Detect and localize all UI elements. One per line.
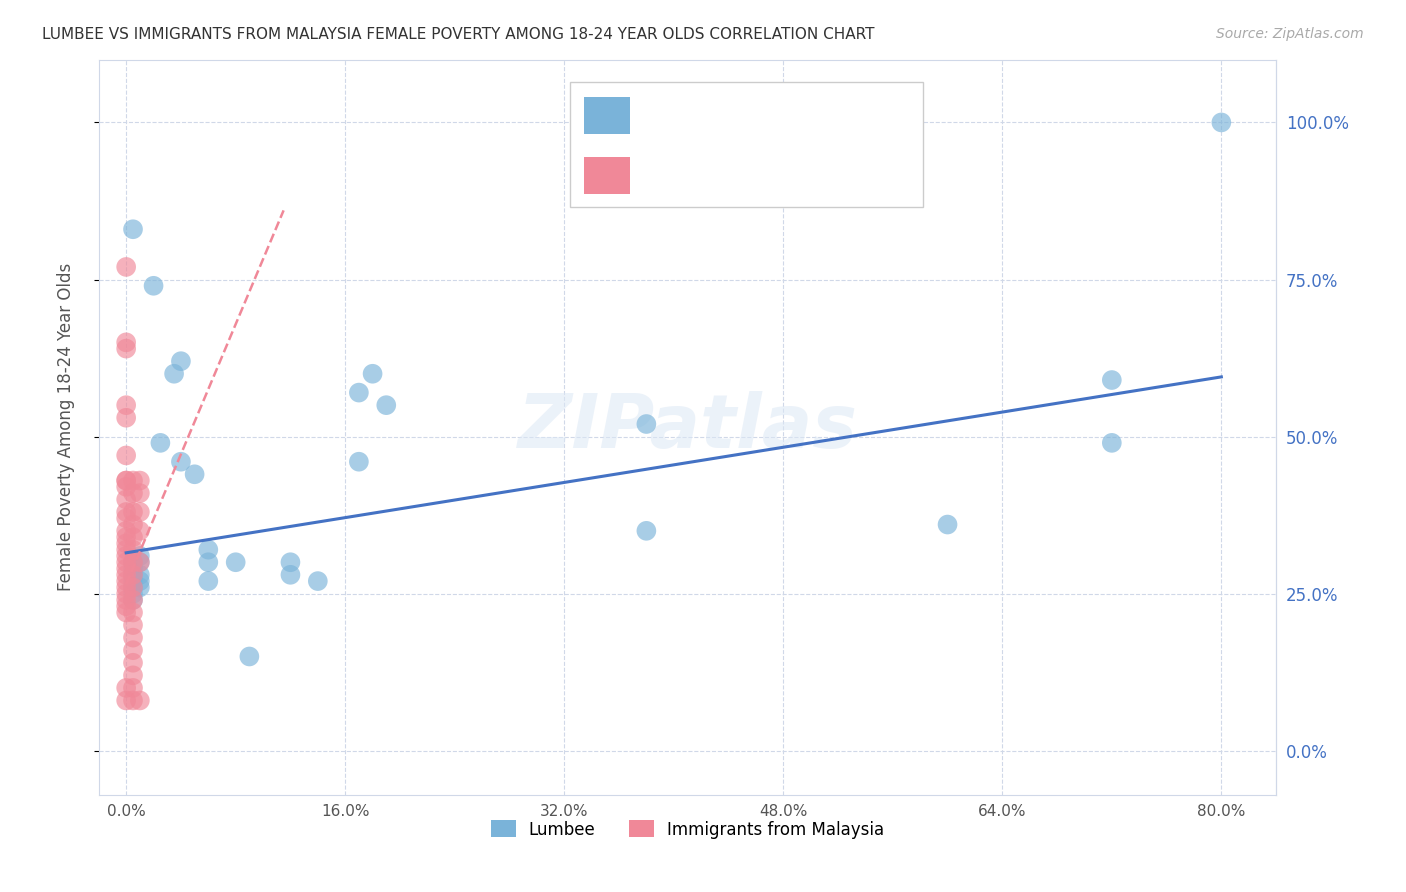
Point — [122, 574, 145, 588]
Point — [115, 505, 138, 519]
Point — [361, 367, 384, 381]
Point — [115, 480, 138, 494]
Text: ZIPatlas: ZIPatlas — [517, 391, 858, 464]
Point — [128, 574, 150, 588]
Point — [347, 385, 370, 400]
Point — [347, 455, 370, 469]
Point — [128, 524, 150, 538]
Point — [280, 567, 302, 582]
Point — [183, 467, 205, 482]
Point — [115, 567, 138, 582]
Point — [122, 681, 145, 695]
Point — [115, 587, 138, 601]
Point — [1101, 373, 1123, 387]
Point — [128, 580, 150, 594]
Point — [115, 599, 138, 614]
Point — [122, 693, 145, 707]
Point — [128, 486, 150, 500]
Point — [122, 505, 145, 519]
Y-axis label: Female Poverty Among 18-24 Year Olds: Female Poverty Among 18-24 Year Olds — [58, 263, 75, 591]
Point — [307, 574, 329, 588]
Point — [128, 693, 150, 707]
Point — [122, 222, 145, 236]
Point — [122, 555, 145, 569]
Point — [122, 567, 145, 582]
Point — [128, 474, 150, 488]
Point — [122, 555, 145, 569]
Point — [115, 542, 138, 557]
Point — [122, 606, 145, 620]
Point — [197, 542, 219, 557]
Point — [122, 656, 145, 670]
Point — [238, 649, 260, 664]
Point — [197, 574, 219, 588]
Point — [936, 517, 959, 532]
Point — [122, 587, 145, 601]
Point — [170, 354, 193, 368]
Point — [122, 561, 145, 575]
Point — [115, 410, 138, 425]
Point — [115, 561, 138, 575]
Point — [115, 474, 138, 488]
Point — [115, 449, 138, 463]
Point — [115, 574, 138, 588]
Point — [115, 536, 138, 550]
Point — [197, 555, 219, 569]
Point — [115, 681, 138, 695]
Point — [122, 618, 145, 632]
Point — [636, 524, 658, 538]
Point — [128, 505, 150, 519]
Point — [122, 530, 145, 544]
Point — [142, 278, 165, 293]
Point — [128, 549, 150, 563]
Point — [115, 530, 138, 544]
Point — [163, 367, 186, 381]
Point — [122, 643, 145, 657]
Point — [122, 668, 145, 682]
Legend: Lumbee, Immigrants from Malaysia: Lumbee, Immigrants from Malaysia — [484, 814, 891, 846]
Point — [115, 260, 138, 274]
Point — [115, 342, 138, 356]
Point — [375, 398, 398, 412]
Point — [1101, 435, 1123, 450]
Point — [1211, 115, 1233, 129]
Point — [122, 486, 145, 500]
Point — [280, 555, 302, 569]
Point — [149, 435, 172, 450]
Text: LUMBEE VS IMMIGRANTS FROM MALAYSIA FEMALE POVERTY AMONG 18-24 YEAR OLDS CORRELAT: LUMBEE VS IMMIGRANTS FROM MALAYSIA FEMAL… — [42, 27, 875, 42]
Point — [115, 606, 138, 620]
Point — [115, 474, 138, 488]
Point — [122, 517, 145, 532]
Point — [636, 417, 658, 431]
Point — [122, 474, 145, 488]
Point — [115, 593, 138, 607]
Text: Source: ZipAtlas.com: Source: ZipAtlas.com — [1216, 27, 1364, 41]
Point — [122, 580, 145, 594]
Point — [115, 335, 138, 350]
Point — [122, 580, 145, 594]
Point — [122, 542, 145, 557]
Point — [115, 524, 138, 538]
Point — [115, 549, 138, 563]
Point — [128, 567, 150, 582]
Point — [170, 455, 193, 469]
Point — [225, 555, 247, 569]
Point — [115, 693, 138, 707]
Point — [115, 398, 138, 412]
Point — [122, 567, 145, 582]
Point — [128, 555, 150, 569]
Point — [122, 631, 145, 645]
Point — [122, 593, 145, 607]
Point — [115, 555, 138, 569]
Point — [115, 580, 138, 594]
Point — [115, 511, 138, 525]
Point — [128, 555, 150, 569]
Point — [115, 492, 138, 507]
Point — [122, 593, 145, 607]
